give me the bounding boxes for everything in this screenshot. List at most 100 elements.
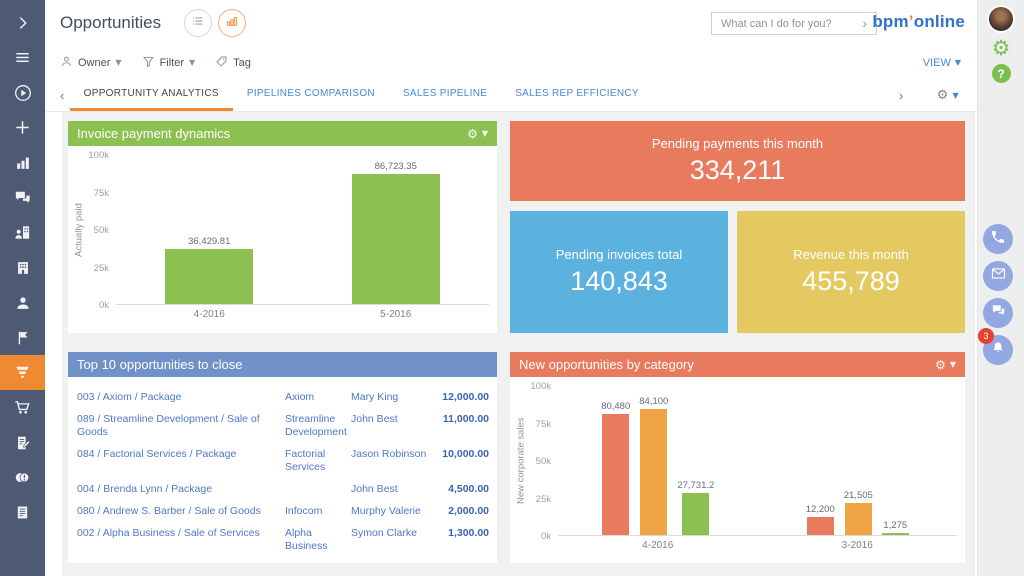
- amount-value: 4,500.00: [448, 483, 489, 495]
- gear-icon: ⚙: [936, 87, 949, 103]
- search-input[interactable]: [712, 17, 859, 30]
- funnel-outline-icon: [142, 55, 155, 71]
- x-tick-label: 3-2016: [841, 540, 873, 551]
- bar-value-label: 12,200: [805, 503, 835, 515]
- x-axis: 4-2016 3-2016: [558, 540, 957, 551]
- tab-opportunity-analytics[interactable]: OPPORTUNITY ANALYTICS: [69, 79, 233, 111]
- sidebar-item-orders[interactable]: [0, 390, 45, 425]
- account-link[interactable]: Streamline Development: [285, 413, 347, 438]
- y-tick: 50k: [93, 225, 109, 236]
- owner-filter-button[interactable]: Owner ▼: [60, 55, 122, 71]
- x-tick-label: 4-2016: [642, 540, 674, 551]
- amount-value: 12,000.00: [442, 391, 489, 403]
- person-outline-icon: [60, 55, 73, 71]
- opportunity-link[interactable]: 089 / Streamline Development / Sale of G…: [77, 413, 260, 438]
- sidebar-item-dashboards[interactable]: [0, 145, 45, 180]
- user-avatar[interactable]: [987, 5, 1015, 33]
- bar-wrap: 86,723.35: [351, 155, 440, 304]
- help-button[interactable]: ?: [991, 64, 1011, 83]
- messages-button[interactable]: [983, 298, 1013, 328]
- owner-link[interactable]: Murphy Valerie: [351, 505, 421, 517]
- call-button[interactable]: [983, 224, 1013, 254]
- sidebar-item-feed[interactable]: [0, 180, 45, 215]
- tab-sales-rep-efficiency[interactable]: SALES REP EFFICIENCY: [515, 88, 639, 99]
- account-link[interactable]: Alpha Business: [285, 527, 328, 552]
- y-axis: 100k 75k 50k 25k 0k: [86, 150, 116, 311]
- email-button[interactable]: [983, 261, 1013, 291]
- bpmonline-logo[interactable]: bpm’online: [872, 12, 965, 31]
- account-link[interactable]: Axiom: [285, 391, 315, 403]
- opportunity-link[interactable]: 003 / Axiom / Package: [77, 391, 182, 403]
- bar-group: 86,723.35: [303, 155, 490, 304]
- dashboard-settings-button[interactable]: ⚙ ▼: [937, 89, 959, 102]
- amount-value: 1,300.00: [448, 527, 489, 539]
- list-view-button[interactable]: [184, 9, 213, 37]
- view-dropdown[interactable]: VIEW ▼: [922, 56, 961, 69]
- owner-link[interactable]: John Best: [351, 483, 398, 495]
- owner-link[interactable]: John Best: [351, 413, 398, 425]
- chart-icon: [225, 14, 239, 33]
- tabs-scroll-left-icon[interactable]: ‹: [60, 87, 65, 103]
- tile-value: 334,211: [689, 155, 786, 185]
- tabs-scroll-right-icon[interactable]: ›: [898, 87, 904, 103]
- sidebar-item-opportunities[interactable]: [0, 355, 45, 390]
- chart-bar: [806, 516, 834, 535]
- sidebar-menu-button[interactable]: [0, 40, 45, 75]
- y-tick: 25k: [93, 262, 109, 274]
- table-row[interactable]: 003 / Axiom / Package Axiom Mary King 12…: [77, 387, 489, 409]
- account-link[interactable]: Factorial Services: [285, 448, 326, 473]
- owner-link[interactable]: Mary King: [351, 391, 399, 403]
- widget-header: Invoice payment dynamics ⚙ ▼: [68, 121, 497, 146]
- sidebar-item-contacts[interactable]: [0, 285, 45, 320]
- sidebar-item-finances[interactable]: [0, 460, 45, 495]
- table-row[interactable]: 080 / Andrew S. Barber / Sale of Goods I…: [77, 501, 489, 523]
- chat-bubbles-icon: [990, 302, 1007, 324]
- sidebar-item-accounts[interactable]: [0, 215, 45, 250]
- sidebar-expand-button[interactable]: [0, 5, 45, 40]
- table-row[interactable]: 004 / Brenda Lynn / Package John Best 4,…: [77, 479, 489, 501]
- table-row[interactable]: 089 / Streamline Development / Sale of G…: [77, 409, 489, 444]
- tag-button[interactable]: Tag: [215, 55, 251, 71]
- coins-icon: [13, 468, 32, 487]
- sidebar-item-documents[interactable]: [0, 495, 45, 530]
- widget-title: Invoice payment dynamics: [77, 126, 231, 141]
- y-axis-label: New corporate sales: [515, 417, 527, 505]
- account-link[interactable]: Infocom: [285, 505, 323, 517]
- sidebar-item-process[interactable]: [0, 75, 45, 110]
- table-row[interactable]: 002 / Alpha Business / Sale of Services …: [77, 523, 489, 558]
- bar-wrap: 80,480: [601, 386, 630, 535]
- sidebar-item-companies[interactable]: [0, 250, 45, 285]
- bar-group: 80,480 84,100 27,731.2: [558, 386, 758, 535]
- settings-gear-icon[interactable]: ⚙: [991, 36, 1011, 60]
- opportunity-link[interactable]: 004 / Brenda Lynn / Package: [77, 483, 213, 495]
- tab-pipelines-comparison[interactable]: PIPELINES COMPARISON: [246, 88, 375, 99]
- chevron-right-icon: [14, 14, 32, 32]
- tab-sales-pipeline[interactable]: SALES PIPELINE: [402, 88, 488, 99]
- opportunity-link[interactable]: 002 / Alpha Business / Sale of Services: [77, 527, 260, 539]
- cart-icon: [13, 398, 32, 417]
- bar-wrap: 12,200: [806, 386, 835, 535]
- new-opportunities-widget: New opportunities by category ⚙ ▼ New cor…: [510, 352, 965, 563]
- new-opportunities-chart: New corporate sales 100k 75k 50k 25k 0k 80,480…: [510, 377, 965, 551]
- x-tick-label: 5-2016: [380, 309, 412, 320]
- notifications-button[interactable]: 3: [978, 328, 1013, 365]
- sidebar-add-button[interactable]: [0, 110, 45, 145]
- search-go-icon[interactable]: ›: [862, 14, 867, 31]
- sidebar-item-contracts[interactable]: [0, 425, 45, 460]
- plot: 80,480 84,100 27,731.2 12,200 21,505 1,275: [558, 386, 957, 536]
- sidebar-item-projects[interactable]: [0, 320, 45, 355]
- widget-settings-button[interactable]: ⚙ ▼: [467, 121, 488, 146]
- widget-header: Top 10 opportunities to close: [68, 352, 497, 377]
- analytics-view-button[interactable]: [218, 9, 247, 37]
- widget-settings-button[interactable]: ⚙ ▼: [935, 352, 956, 377]
- filter-button[interactable]: Filter ▼: [142, 55, 195, 71]
- opportunity-link[interactable]: 080 / Andrew S. Barber / Sale of Goods: [77, 505, 261, 517]
- opportunity-link[interactable]: 084 / Factorial Services / Package: [77, 448, 237, 460]
- owner-link[interactable]: Jason Robinson: [351, 448, 427, 460]
- chart-bar: [351, 173, 440, 304]
- owner-link[interactable]: Symon Clarke: [351, 527, 417, 539]
- table-row[interactable]: 084 / Factorial Services / Package Facto…: [77, 444, 489, 479]
- invoice-payment-dynamics-widget: Invoice payment dynamics ⚙ ▼ Actually pai…: [68, 121, 497, 333]
- revenue-tile: Revenue this month 455,789: [737, 211, 965, 333]
- filter-label: Filter: [159, 56, 185, 69]
